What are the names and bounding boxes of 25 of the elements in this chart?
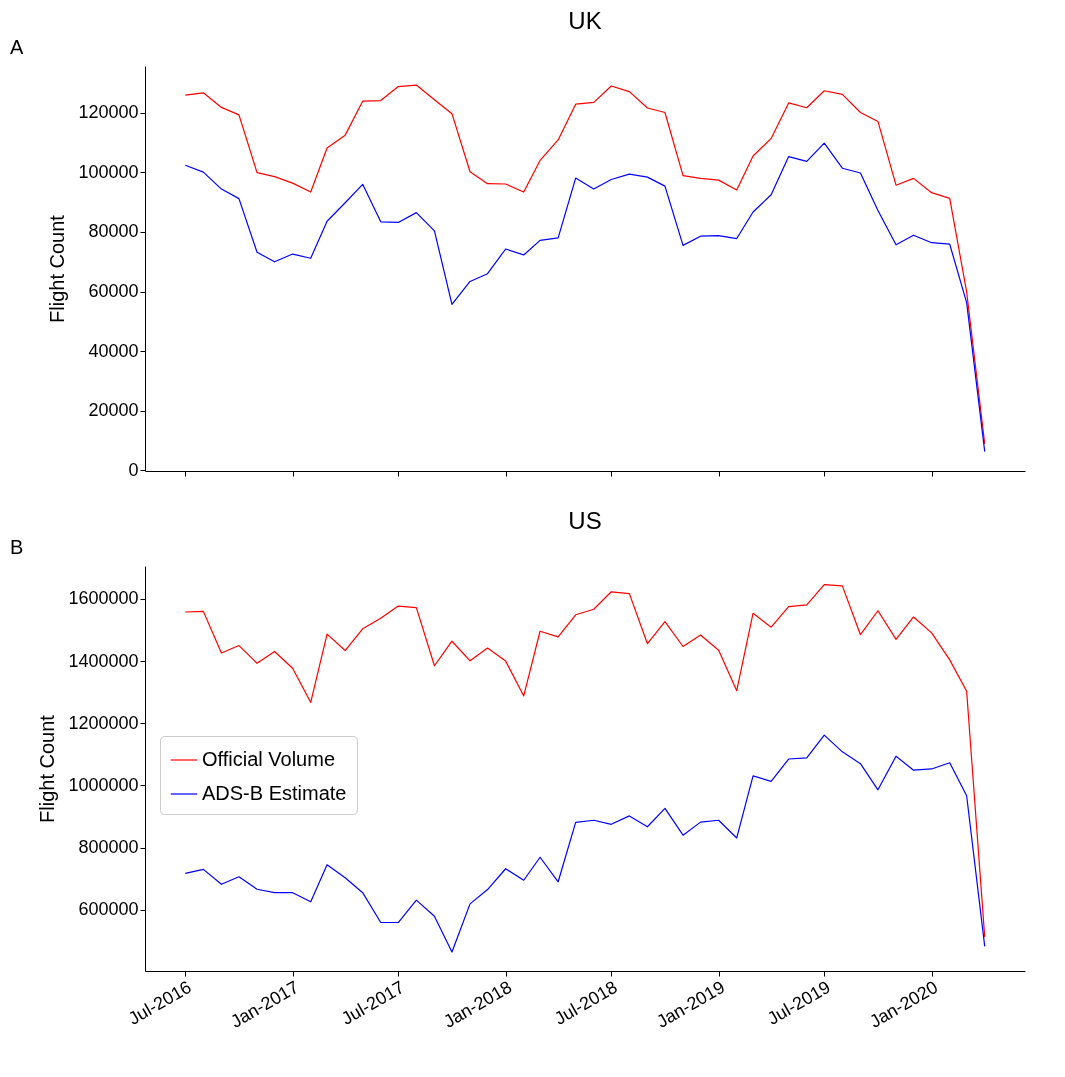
y-tick-label: 1000000 — [68, 774, 139, 795]
y-tick-label: 100000 — [78, 161, 139, 182]
y-tick-label: 600000 — [78, 899, 139, 920]
y-tick-label: 20000 — [88, 400, 139, 421]
y-axis-title: Flight Count — [36, 714, 59, 823]
line-series — [184, 84, 986, 445]
text: B — [10, 536, 24, 558]
y-tick-label: 1600000 — [68, 588, 139, 609]
y-tick-label: 40000 — [88, 340, 139, 361]
y-tick-label: 120000 — [78, 102, 139, 123]
y-tick-label: 1200000 — [68, 712, 139, 733]
y-tick-label: 60000 — [88, 281, 139, 302]
y-tick-label: 800000 — [78, 837, 139, 858]
y-tick-label: 1400000 — [68, 650, 139, 671]
chart-title: UK — [568, 7, 602, 34]
line-series — [184, 734, 986, 953]
y-tick-label: 80000 — [88, 221, 139, 242]
legend-label: ADS-B Estimate — [202, 782, 347, 804]
line-series — [184, 584, 986, 938]
legend-label: Official Volume — [202, 748, 336, 770]
chart-title: US — [568, 507, 602, 534]
y-axis-title: Flight Count — [46, 214, 69, 323]
text: A — [10, 36, 24, 58]
line-series — [184, 142, 986, 453]
y-tick-label: 0 — [128, 459, 139, 480]
